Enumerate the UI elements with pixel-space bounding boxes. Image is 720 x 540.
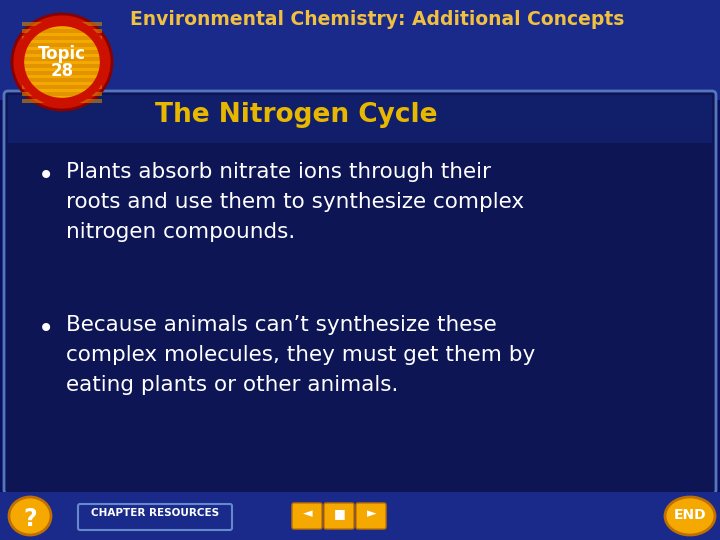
Text: CHAPTER RESOURCES: CHAPTER RESOURCES xyxy=(91,508,219,518)
Bar xyxy=(22,99,102,103)
Text: eating plants or other animals.: eating plants or other animals. xyxy=(66,375,398,395)
Bar xyxy=(0,0,720,100)
Ellipse shape xyxy=(665,497,715,535)
Bar xyxy=(22,29,102,32)
Text: Plants absorb nitrate ions through their: Plants absorb nitrate ions through their xyxy=(66,162,491,182)
Ellipse shape xyxy=(9,497,51,535)
FancyBboxPatch shape xyxy=(4,91,716,494)
FancyBboxPatch shape xyxy=(78,504,232,530)
Ellipse shape xyxy=(12,14,112,110)
Text: roots and use them to synthesize complex: roots and use them to synthesize complex xyxy=(66,192,524,212)
FancyBboxPatch shape xyxy=(292,503,322,529)
Ellipse shape xyxy=(20,22,104,102)
Text: Environmental Chemistry: Additional Concepts: Environmental Chemistry: Additional Conc… xyxy=(130,10,624,29)
Bar xyxy=(22,22,102,25)
Bar xyxy=(0,492,720,540)
Bar xyxy=(8,95,712,143)
Text: ►: ► xyxy=(367,507,377,520)
Bar xyxy=(22,85,102,89)
Text: Because animals can’t synthesize these: Because animals can’t synthesize these xyxy=(66,315,497,335)
Bar xyxy=(22,36,102,39)
Text: •: • xyxy=(38,315,54,343)
Bar xyxy=(22,92,102,96)
FancyBboxPatch shape xyxy=(356,503,386,529)
Text: 28: 28 xyxy=(50,62,73,80)
Text: END: END xyxy=(674,508,706,522)
Bar xyxy=(22,57,102,60)
FancyBboxPatch shape xyxy=(324,503,354,529)
Text: •: • xyxy=(38,162,54,190)
Bar xyxy=(22,71,102,75)
Text: ■: ■ xyxy=(334,507,346,520)
Bar xyxy=(22,43,102,46)
Bar xyxy=(22,64,102,68)
Text: Topic: Topic xyxy=(38,45,86,63)
Text: The Nitrogen Cycle: The Nitrogen Cycle xyxy=(155,102,438,128)
Text: ?: ? xyxy=(23,507,37,531)
Bar xyxy=(22,50,102,53)
Text: complex molecules, they must get them by: complex molecules, they must get them by xyxy=(66,345,535,365)
Text: nitrogen compounds.: nitrogen compounds. xyxy=(66,222,295,242)
Text: ◄: ◄ xyxy=(303,507,312,520)
Bar xyxy=(22,78,102,82)
